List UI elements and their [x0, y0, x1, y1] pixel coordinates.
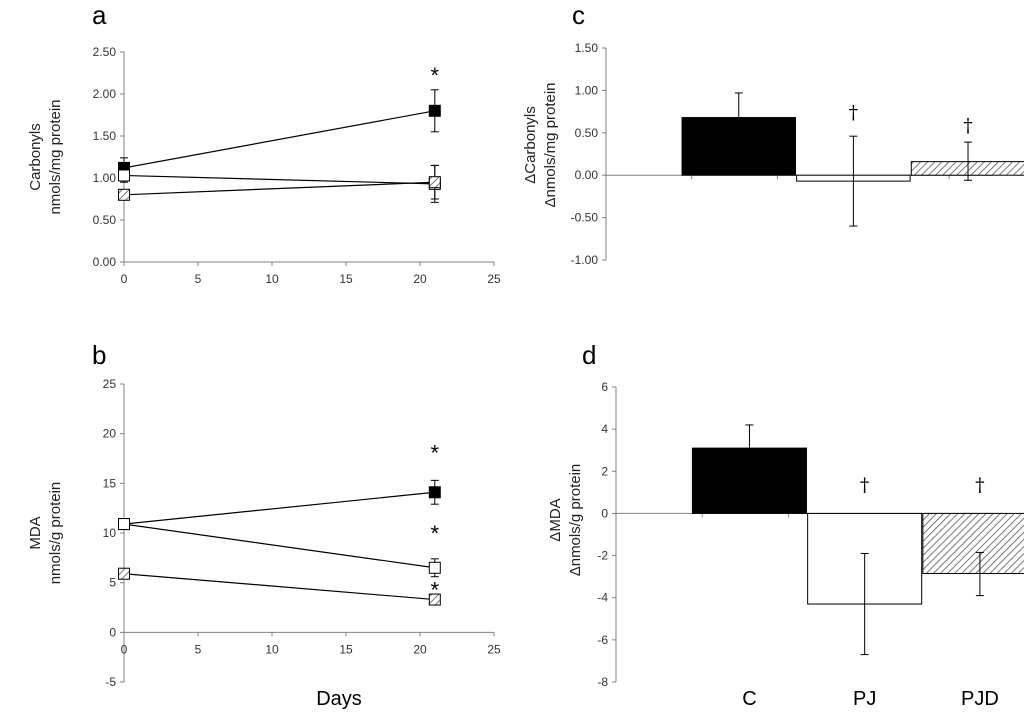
panel-d-significance-dagger-PJD: †	[975, 474, 985, 496]
panel-a-point-black-square	[428, 104, 441, 117]
panel-c-ytick-label: -1.00	[571, 253, 599, 267]
panel-b-significance-asterisk: *	[431, 578, 440, 603]
panel-c-ylabel-line-1: Δnmols/mg protein	[542, 82, 559, 207]
panel-b-series-line-white-square	[123, 523, 435, 569]
x-axis-label-days: Days	[316, 688, 362, 710]
panel-b-point-white-square	[428, 561, 441, 574]
panel-c-ytick-label: 1.50	[575, 41, 599, 55]
panel-b-ylabel-line-0: MDA	[27, 516, 44, 549]
panel-d-ytick-label: 4	[601, 422, 608, 436]
panel-d-bar-PJD	[922, 512, 1024, 574]
panel-d-ytick-label: 0	[601, 506, 608, 520]
panel-a-significance-asterisk: *	[431, 63, 440, 88]
panel-a-ytick-label: 0.00	[93, 255, 117, 269]
panel-a-point-white-square	[118, 169, 130, 182]
panel-a-ytick-label: 1.00	[93, 171, 117, 185]
panel-d-ytick-label: 6	[601, 380, 608, 394]
panel-b-ytick-label: 25	[103, 377, 117, 391]
panel-c-bar-C	[681, 117, 796, 176]
panel-b-ytick-label: 20	[103, 427, 117, 441]
panel-a-xtick-label: 5	[195, 272, 202, 286]
panel-a-ytick-label: 0.50	[93, 213, 117, 227]
panel-b-label: b	[92, 340, 106, 370]
panel-c-label: c	[572, 0, 585, 30]
panel-d-significance-dagger-PJ: †	[860, 474, 870, 496]
panel-a-ytick-label: 1.50	[93, 129, 117, 143]
panel-b-xtick-label: 10	[265, 642, 279, 656]
panel-d-ytick-label: 2	[601, 464, 608, 478]
panel-d-ytick-label: -8	[597, 675, 608, 689]
panel-b-ylabel-line-1: nmols/g protein	[47, 482, 64, 585]
panel-d-ytick-label: -6	[597, 633, 608, 647]
panel-b-ytick-label: -5	[105, 675, 116, 689]
panel-b-xtick-label: 5	[195, 642, 202, 656]
panel-b-xtick-label: 0	[121, 642, 128, 656]
panel-d-ylabel-line-0: ΔMDA	[547, 498, 564, 541]
panel-c-ylabel-line-0: ΔCarbonyls	[522, 106, 539, 184]
panel-b-series-line-black-square	[123, 491, 435, 525]
panel-a-xtick-label: 0	[121, 272, 128, 286]
panel-d-ylabel-line-1: Δnmols/g protein	[567, 464, 584, 577]
panel-a-ylabel-line-1: nmols/mg protein	[47, 99, 64, 214]
panel-a-series-line-hatched-square	[123, 181, 435, 196]
panel-a-series-line-white-square	[123, 174, 435, 185]
panel-a-xtick-label: 15	[339, 272, 353, 286]
panel-a-series-line-black-square	[123, 110, 435, 169]
category-label-PJD: PJD	[961, 688, 999, 710]
category-label-C: C	[742, 688, 756, 710]
panel-d-ytick-label: -2	[597, 549, 608, 563]
panel-b-xtick-label: 25	[487, 642, 501, 656]
panel-c-significance-dagger-PJ: †	[849, 102, 859, 124]
panel-a-xtick-label: 25	[487, 272, 501, 286]
panel-b-xtick-label: 20	[413, 642, 427, 656]
panel-c-significance-dagger-PJD: †	[963, 114, 973, 136]
panel-a-point-hatched-square	[118, 188, 130, 201]
panel-b-point-hatched-square	[428, 593, 441, 606]
panel-a-ytick-label: 2.50	[93, 45, 117, 59]
panel-b-point-black-square	[428, 486, 441, 499]
panel-c-ytick-label: 0.50	[575, 126, 599, 140]
category-label-PJ: PJ	[853, 688, 876, 710]
panel-b-point-hatched-square	[118, 567, 130, 580]
panel-a-label: a	[92, 0, 107, 30]
panel-a-xtick-label: 20	[413, 272, 427, 286]
panel-b-series-line-hatched-square	[123, 573, 435, 601]
panel-d-ytick-label: -4	[597, 591, 608, 605]
panel-b-ytick-label: 0	[109, 625, 116, 639]
panel-b-point-white-square	[118, 518, 130, 531]
panel-c-ytick-label: 1.00	[575, 83, 599, 97]
panel-c-ytick-label: -0.50	[571, 211, 599, 225]
panel-a-ylabel-line-0: Carbonyls	[27, 123, 44, 191]
panel-d-label: d	[582, 340, 596, 370]
panel-a-ytick-label: 2.00	[93, 87, 117, 101]
panel-b-significance-asterisk: *	[431, 521, 440, 546]
panel-b-ytick-label: 5	[109, 576, 116, 590]
panel-b-xtick-label: 15	[339, 642, 353, 656]
panel-b-significance-asterisk: *	[431, 441, 440, 466]
panel-b-ytick-label: 15	[103, 476, 117, 490]
panel-d-bar-C	[691, 447, 807, 514]
panel-b-ytick-label: 10	[103, 526, 117, 540]
panel-a-xtick-label: 10	[265, 272, 279, 286]
panel-c-ytick-label: 0.00	[575, 168, 599, 182]
panel-a-point-hatched-square	[428, 176, 441, 189]
